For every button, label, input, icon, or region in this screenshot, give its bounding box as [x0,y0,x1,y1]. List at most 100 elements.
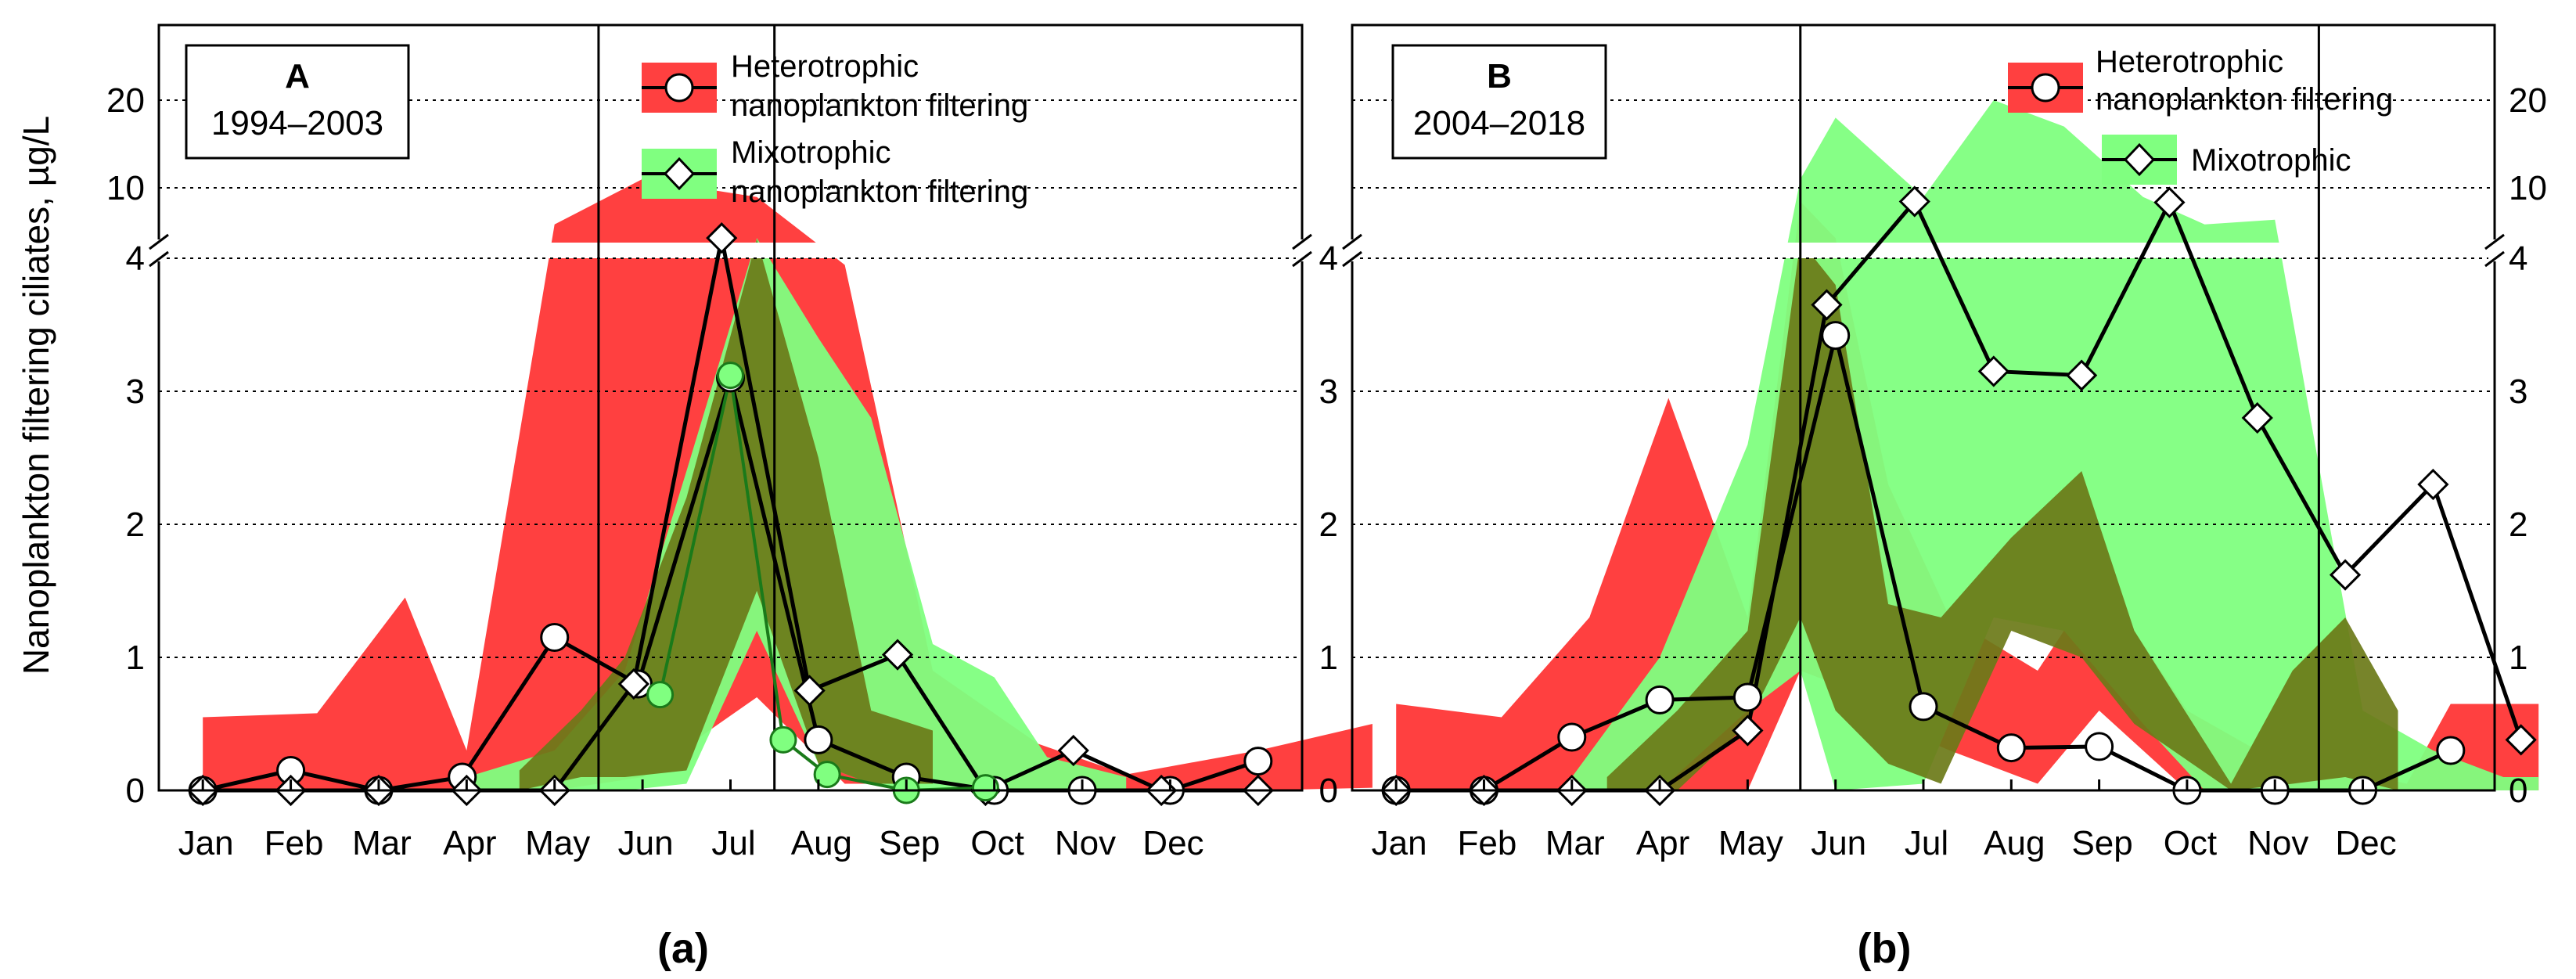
axis-break-mark [149,250,169,268]
hetero-point-12 [2436,736,2466,765]
y-tick-label: 10 [2509,169,2547,207]
x-tick-label: Oct [970,824,1024,862]
panel-a-bands [157,178,1373,791]
y-tick-label: 2 [126,506,145,544]
mixo-point-7 [793,675,826,707]
panel-b-gridlines [1352,25,2495,790]
hetero-point-3 [1645,685,1675,714]
y-tick-label: 2 [2509,506,2527,544]
legend-b-hetero-label-2: nanoplankton filtering [2096,82,2393,117]
x-tick-label: Dec [1142,824,1203,862]
mixo-mean-point-0 [646,681,675,709]
mixo-mean-point-1 [717,362,744,390]
legend-b-hetero-label-1: Heterotrophic [2096,45,2283,79]
y-tick-label: 1 [126,639,145,677]
mixo-point-10 [2241,401,2273,434]
panel-b-sublabel: (b) [1858,925,1912,972]
axis-break-mark [2484,233,2505,250]
x-tick-label: Mar [352,824,412,862]
x-tick-label: Jul [711,824,755,862]
mixo-point-5 [1811,289,1843,321]
panel-a-title-box [185,44,410,160]
mixo-point-4 [1732,714,1764,747]
y-axis-label: Nanoplankton filtering ciliates, µg/L [16,116,56,675]
x-tick-label: Aug [1984,824,2045,862]
x-tick-label: Apr [1636,824,1689,862]
overlap-band [1606,240,2398,790]
mixo-point-6 [706,222,738,254]
panel-a-legend: Heterotrophic nanoplankton filtering Mix… [642,49,1028,209]
mixo-point-5 [617,668,649,700]
hetero-point-4 [540,623,570,652]
hetero-point-7 [1996,733,2026,763]
y-tick-label-left: 1 [1319,639,1338,677]
mixo-point-13 [2505,724,2537,756]
panel-b-bands [1351,100,2539,790]
x-tick-label: May [525,824,590,862]
hetero-point-4 [1732,682,1762,712]
x-tick-label: Jul [1905,824,1948,862]
y-tick-label: 4 [2509,239,2527,278]
mixo-point-8 [881,639,914,671]
panel-b-markers [1380,185,2537,807]
panel-a-sublabel: (a) [657,925,709,972]
hetero-point-7 [804,725,833,754]
mixo-point-7 [1977,355,2009,387]
hetero-point-12 [1243,747,1273,776]
mixo-point-8 [2066,359,2098,391]
panel-a-letter: A [285,57,310,95]
x-tick-label: Jun [618,824,674,862]
y-tick-label: 4 [126,239,145,278]
hetero-point-8 [2085,732,2114,761]
x-tick-label: Sep [879,824,940,862]
y-tick-label-left: 3 [1319,373,1338,411]
mixo-mean-point-5 [971,774,999,802]
overlap-band [519,239,933,790]
y-tick-label: 3 [2509,373,2527,411]
y-tick-label-left: 4 [1319,239,1338,278]
x-tick-label: Jan [178,824,234,862]
x-tick-label: Jun [1811,824,1866,862]
mixo-mean-point-3 [813,761,841,789]
panel-b-title-box [1391,44,1607,160]
mixo-point-10 [1057,734,1089,767]
x-tick-label: Nov [1055,824,1116,862]
panel-a-years: 1994–2003 [211,104,383,142]
axis-break-strip [157,243,1304,258]
x-tick-label: May [1718,824,1783,862]
x-tick-label: Apr [443,824,496,862]
x-tick-label: Sep [2071,824,2132,862]
axis-break-mark [1342,233,1362,250]
x-tick-label: Dec [2335,824,2396,862]
y-tick-label: 1 [2509,639,2527,677]
axis-break-mark [2484,250,2505,268]
x-tick-label: Oct [2164,824,2217,862]
legend-mixo-label-2: nanoplankton filtering [731,175,1028,209]
x-tick-label: Feb [264,824,324,862]
mixo-mean-point-2 [769,725,797,754]
axis-break-mark [1342,250,1362,268]
y-tick-label: 3 [126,373,145,411]
mixo-point-12 [2417,468,2449,501]
y-tick-label: 20 [2509,81,2547,120]
panel-b-legend: Heterotrophic nanoplankton filtering Mix… [2008,45,2393,185]
panel-b-years: 2004–2018 [1413,104,1585,142]
hetero-point-2 [1557,722,1587,752]
y-tick-label: 0 [2509,772,2527,810]
mixo-point-11 [2329,559,2362,591]
panel-b-axis: Jan Feb Mar Apr May Jun Jul Aug Sep Oct Nov Dec 0 1 2 3… [1319,81,2547,862]
legend-b-mixo-label-1: Mixotrophic [2191,143,2351,178]
legend-mixo-label-1: Mixotrophic [731,135,891,170]
axis-break-mark [149,233,169,250]
y-tick-label: 0 [126,772,145,810]
panel-a-axis: Jan Feb Mar Apr May Jun Jul Aug Sep Oct Nov Dec 0 1 2 3… [106,81,1312,862]
x-tick-label: Mar [1545,824,1605,862]
y-tick-label-left: 2 [1319,506,1338,544]
mixo-point-6 [1898,185,1930,218]
legend-hetero-label-2: nanoplankton filtering [731,88,1028,123]
panel-b: Jan Feb Mar Apr May Jun Jul Aug Sep Oct Nov Dec 0 1 2 3… [1319,23,2547,972]
y-tick-label: 20 [106,81,145,120]
y-tick-label: 10 [106,169,145,207]
x-tick-label: Nov [2247,824,2308,862]
